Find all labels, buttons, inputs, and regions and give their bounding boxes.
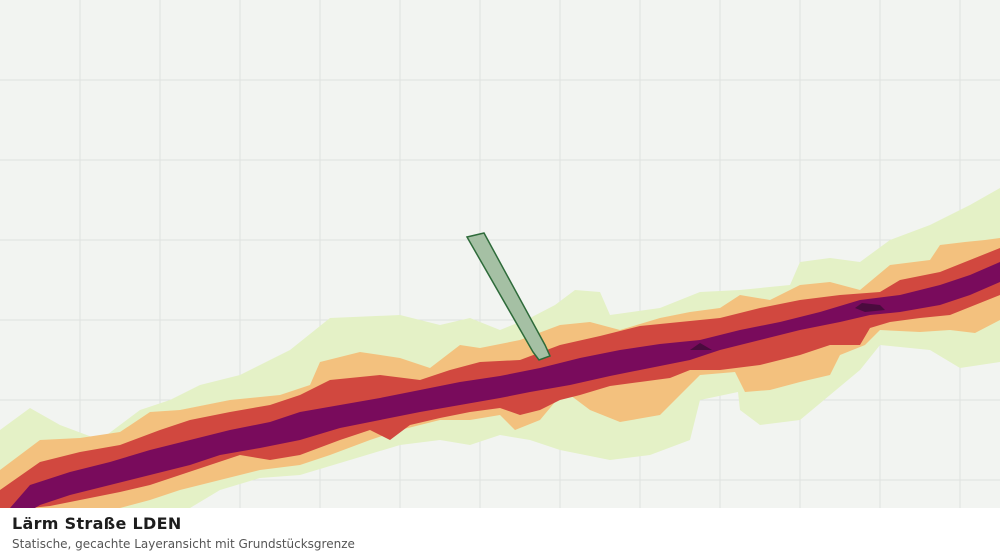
caption-panel: Lärm Straße LDEN Statische, gecachte Lay… bbox=[0, 508, 1000, 560]
map-subtitle: Statische, gecachte Layeransicht mit Gru… bbox=[12, 537, 355, 551]
noise-zone-very-high bbox=[10, 262, 1000, 508]
parcel-boundary bbox=[465, 232, 552, 361]
noise-zone-peak bbox=[690, 303, 885, 350]
map bbox=[0, 0, 1000, 508]
map-title: Lärm Straße LDEN bbox=[12, 514, 182, 533]
